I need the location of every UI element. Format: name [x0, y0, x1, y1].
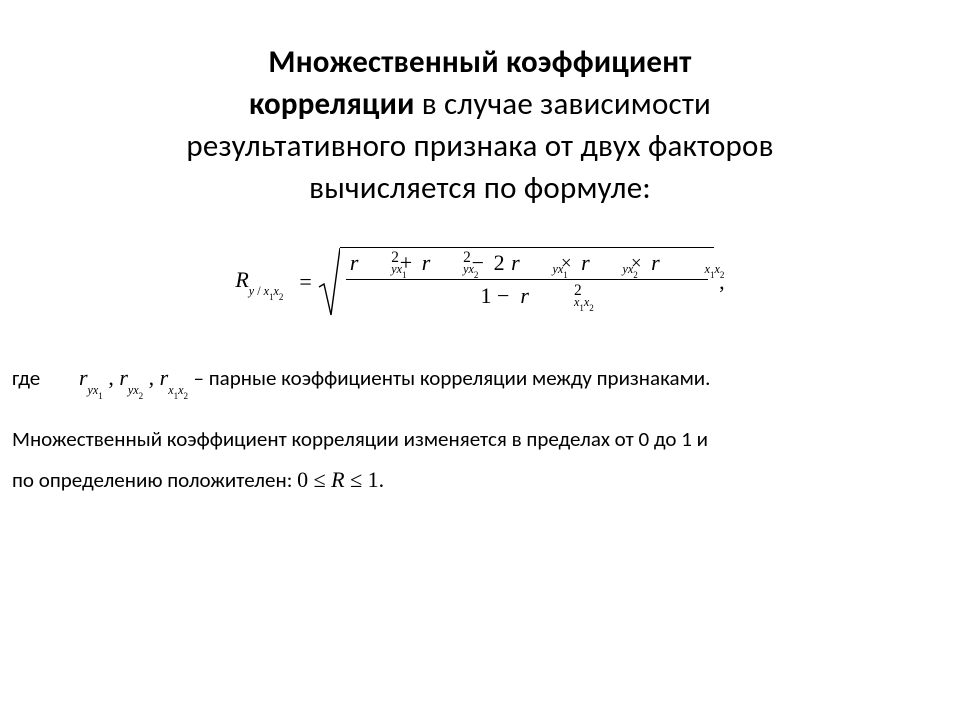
term-r2-yx1: r 2 yx1: [350, 250, 390, 276]
where-math: ryx1 , ryx2 , rx1x2: [79, 365, 194, 390]
formula-denominator: 1 − r 2 x1x2: [346, 280, 708, 309]
title-line-3: вычисляется по формуле:: [309, 169, 651, 207]
title-bold-line1: Множественный коэффициент: [268, 43, 691, 81]
formula-fraction: r 2 yx1 + r 2 yx2 − 2: [346, 250, 708, 309]
op-times-1: ×: [561, 253, 572, 274]
range-line-2: по определению положителен: 0 ≤ R ≤ 1.: [10, 461, 950, 499]
formula-equals: =: [299, 269, 311, 295]
term-r2-yx2: r 2 yx2: [422, 250, 462, 276]
where-gde: где: [12, 365, 40, 391]
den-one-minus: 1 −: [480, 283, 514, 308]
slide: Множественный коэффициент корреляции в с…: [0, 0, 960, 720]
term-r-x1x2: r x1x2: [651, 250, 704, 276]
where-rest: парные коэффициенты корреляции между при…: [209, 365, 711, 391]
title-line-2: результативного признака от двух факторо…: [186, 127, 773, 165]
where-dash: –: [194, 365, 209, 391]
range-line-2a: по определению положителен:: [12, 467, 297, 493]
coef-two: 2: [494, 250, 505, 275]
term-r-yx2: r yx2: [581, 250, 621, 276]
formula-lhs: Ry / x1x2: [235, 267, 283, 298]
formula-numerator: r 2 yx1 + r 2 yx2 − 2: [346, 250, 708, 280]
range-ineq: 0 ≤ R ≤ 1.: [297, 467, 384, 492]
formula-block: Ry / x1x2 = r 2 yx1 +: [10, 247, 950, 317]
term-r-yx1: r yx1: [511, 250, 551, 276]
formula-sqrt: r 2 yx1 + r 2 yx2 − 2: [318, 247, 714, 317]
formula-R: R: [235, 267, 248, 292]
title-rest-1: в случае зависимости: [415, 85, 711, 123]
where-line: где ryx1 , ryx2 , rx1x2 – парные коэффиц…: [10, 359, 950, 399]
op-times-2: ×: [631, 253, 642, 274]
radical-icon: [318, 247, 340, 317]
title-block: Множественный коэффициент корреляции в с…: [10, 42, 950, 209]
formula-radicand: r 2 yx1 + r 2 yx2 − 2: [340, 247, 714, 317]
term-r2-x1x2: r 2 x1x2: [520, 283, 573, 309]
spacer: [10, 404, 950, 422]
title-bold-line2: корреляции: [249, 85, 415, 123]
range-line-1: Множественный коэффициент корреляции изм…: [10, 422, 950, 458]
